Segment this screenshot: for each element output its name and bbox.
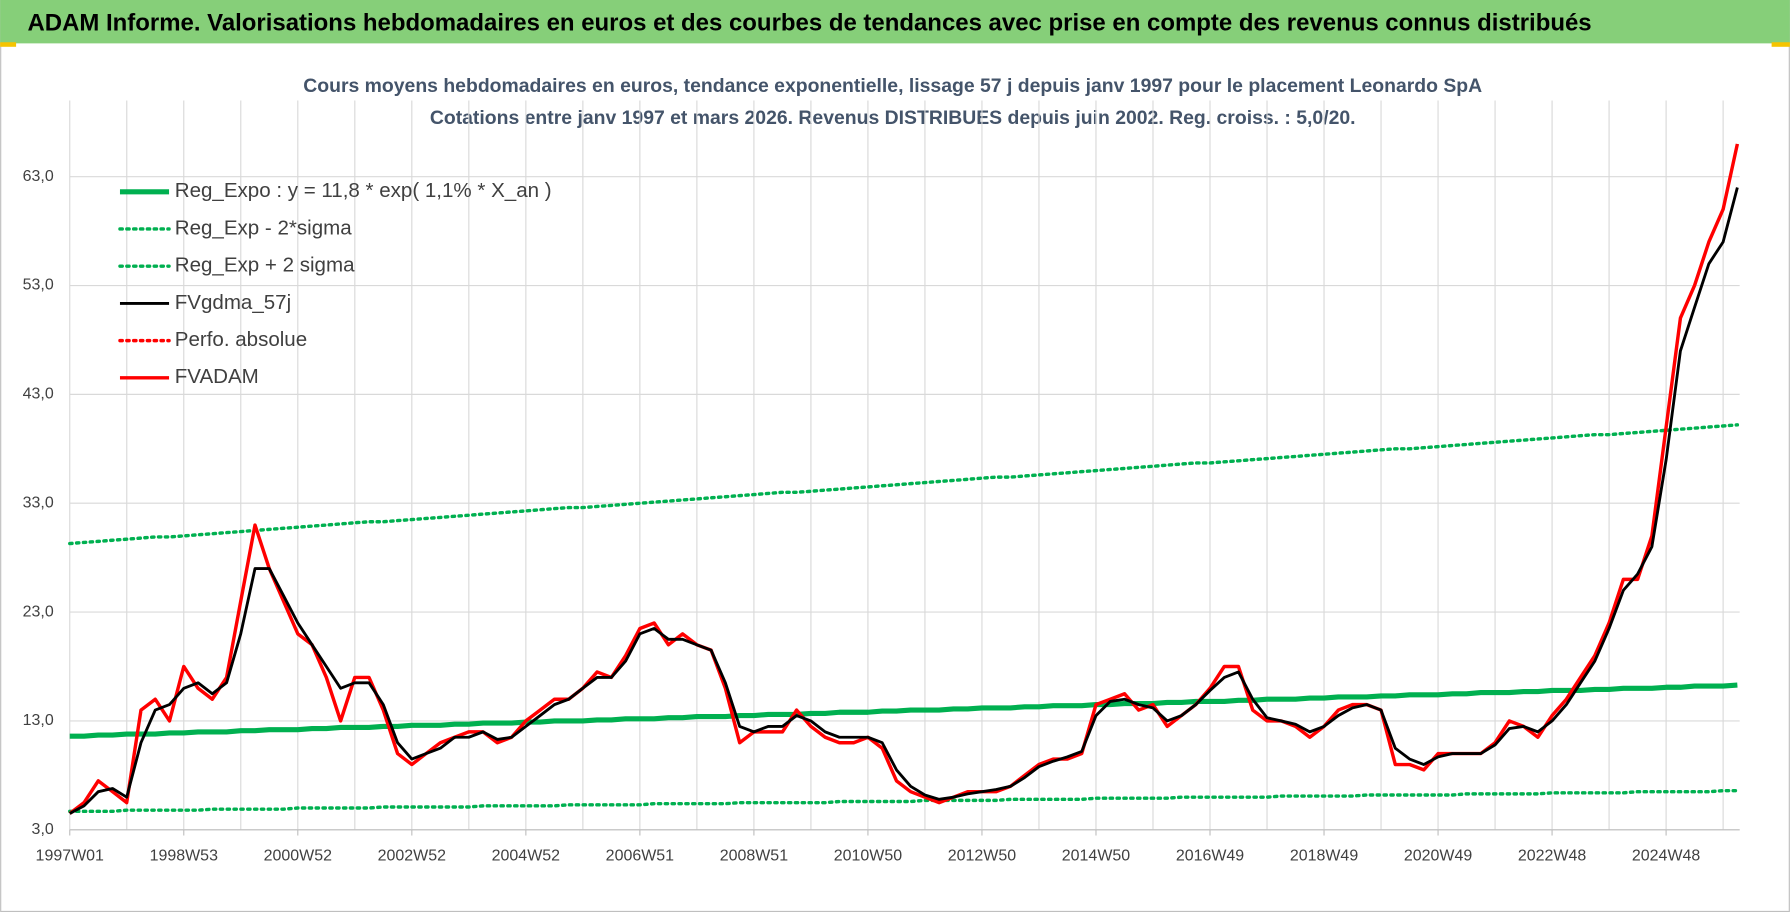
legend-label: Reg_Exp - 2*sigma: [175, 216, 352, 239]
series-line: [68, 423, 1740, 546]
x-tick-label: 2014W50: [1062, 847, 1130, 864]
x-tick-label: 1998W53: [150, 847, 218, 864]
y-tick-label: 43,0: [23, 386, 54, 403]
x-tick-label: 2012W50: [948, 847, 1016, 864]
x-tick-label: 2000W52: [264, 847, 332, 864]
legend: Reg_Expo : y = 11,8 * exp( 1,1% * X_an )…: [118, 179, 552, 388]
y-tick-label: 3,0: [32, 821, 54, 838]
legend-label: Reg_Expo : y = 11,8 * exp( 1,1% * X_an ): [175, 179, 552, 202]
legend-label: FVgdma_57j: [175, 291, 291, 314]
x-tick-label: 1997W01: [36, 847, 104, 864]
y-tick-label: 23,0: [23, 603, 54, 620]
x-tick-label: 2024W48: [1632, 847, 1700, 864]
x-tick-label: 2020W49: [1404, 847, 1472, 864]
y-tick-label: 53,0: [23, 277, 54, 294]
grid: 3,0 13,0 23,0 33,0 43,0 53,0 63,0 1997W01 1998W5…: [23, 100, 1740, 864]
y-tick-label: 33,0: [23, 494, 54, 511]
corner-mark: [1771, 42, 1790, 47]
x-tick-label: 2022W48: [1518, 847, 1586, 864]
x-tick-label: 2016W49: [1176, 847, 1244, 864]
x-tick-label: 2008W51: [720, 847, 788, 864]
x-tick-label: 2004W52: [492, 847, 560, 864]
x-tick-label: 2018W49: [1290, 847, 1358, 864]
series-line: [68, 788, 1740, 814]
series-line: [69, 682, 1738, 739]
y-tick-label: 63,0: [23, 168, 54, 185]
legend-label: Perfo. absolue: [175, 328, 307, 351]
chart-title: Cours moyens hebdomadaires en euros, ten…: [303, 75, 1482, 97]
x-tick-label: 2006W51: [606, 847, 674, 864]
legend-label: Reg_Exp + 2 sigma: [175, 254, 355, 277]
corner-mark: [0, 42, 17, 47]
legend-label: FVADAM: [175, 365, 259, 388]
x-tick-label: 2002W52: [378, 847, 446, 864]
series-line: [69, 187, 1739, 815]
x-tick-label: 2010W50: [834, 847, 902, 864]
header-title: ADAM Informe. Valorisations hebdomadaire…: [28, 9, 1592, 36]
plot-area: [68, 143, 1740, 815]
chart-subtitle: Cotations entre janv 1997 et mars 2026. …: [430, 107, 1356, 129]
header-bar: [0, 0, 1790, 44]
y-tick-label: 13,0: [23, 712, 54, 729]
